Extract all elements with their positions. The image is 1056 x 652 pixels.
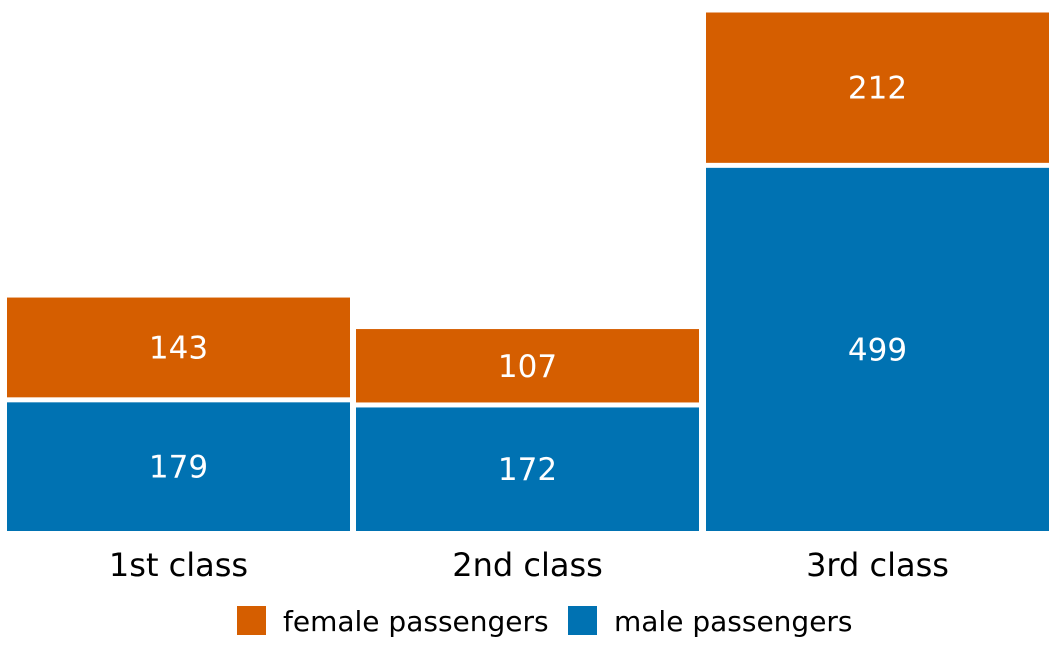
category-label-3rd-class: 3rd class [806, 546, 949, 584]
bar-value-label: 499 [848, 332, 907, 368]
bars-layer [7, 12, 1049, 531]
bar-1st-class-male-passengers [7, 402, 350, 531]
legend-swatch-female-passengers [237, 606, 266, 635]
bar-3rd-class-female-passengers [706, 12, 1049, 163]
bar-3rd-class-male-passengers [706, 167, 1049, 531]
bar-value-label: 107 [498, 349, 557, 385]
category-label-2nd-class: 2nd class [452, 546, 603, 584]
bar-1st-class-female-passengers [7, 297, 350, 398]
category-axis-labels: 1st class 2nd class 3rd class [109, 546, 949, 584]
bar-labels-layer: 179 143 172 107 499 212 [149, 71, 907, 489]
legend-swatch-male-passengers [568, 606, 597, 635]
bar-2nd-class-male-passengers [356, 407, 699, 531]
bar-value-label: 172 [498, 452, 557, 488]
bar-2nd-class-female-passengers [356, 329, 699, 403]
legend: female passengers male passengers [237, 605, 853, 638]
legend-label-male-passengers: male passengers [614, 605, 853, 638]
bar-value-label: 179 [149, 450, 208, 486]
legend-label-female-passengers: female passengers [283, 605, 549, 638]
bar-value-label: 212 [848, 71, 907, 107]
category-label-1st-class: 1st class [109, 546, 248, 584]
bar-value-label: 143 [149, 330, 208, 366]
